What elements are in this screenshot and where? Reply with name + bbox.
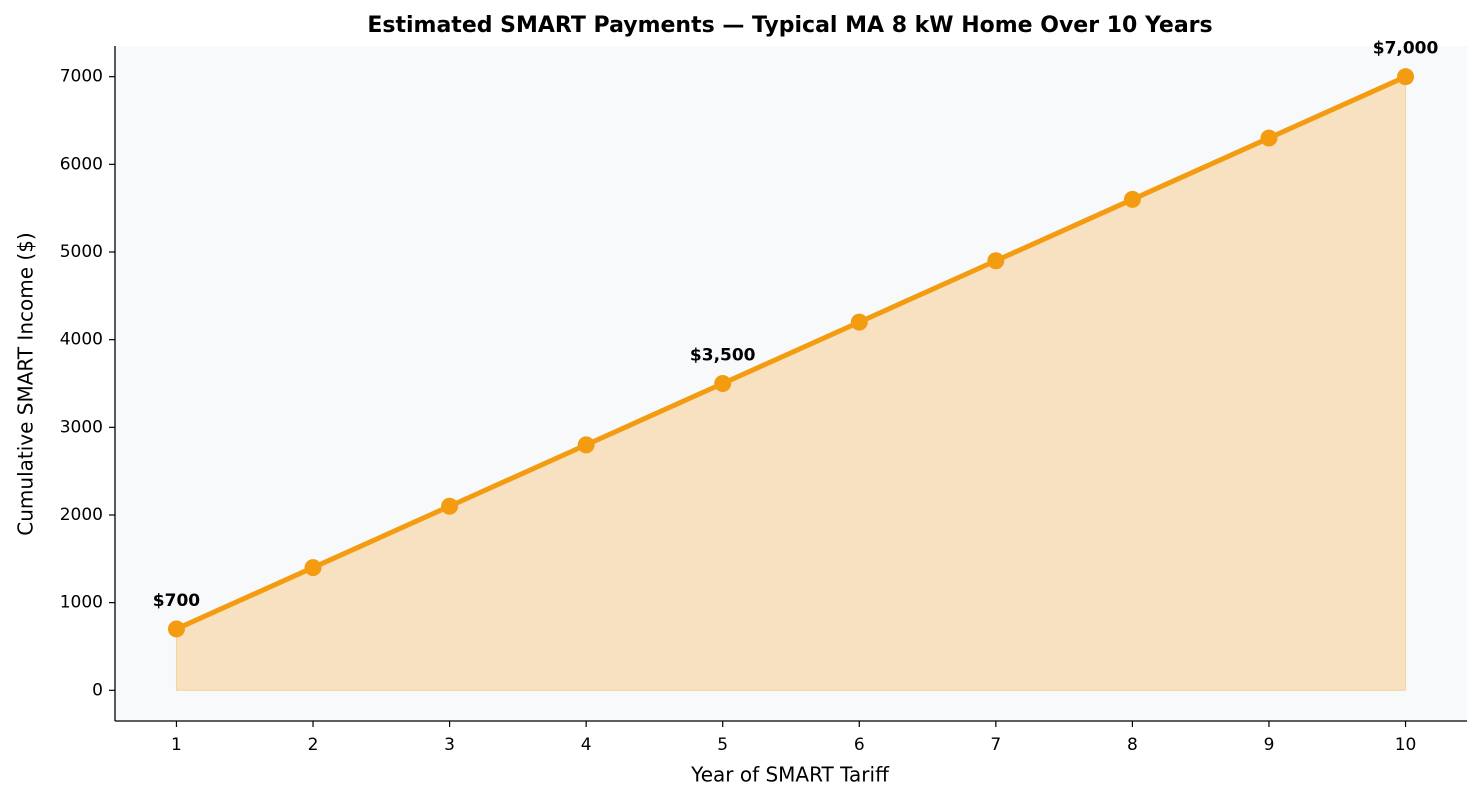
x-axis-label: Year of SMART Tariff	[690, 763, 890, 787]
y-axis-label: Cumulative SMART Income ($)	[14, 232, 38, 535]
x-tick-label: 4	[581, 735, 592, 755]
point	[577, 436, 595, 454]
x-tick-label: 6	[854, 735, 865, 755]
chart-title: Estimated SMART Payments — Typical MA 8 …	[367, 13, 1212, 38]
x-tick-label: 1	[171, 735, 182, 755]
y-tick-label: 2000	[60, 505, 103, 525]
line	[175, 74, 1407, 632]
point	[1260, 129, 1278, 147]
x-tick-label: 9	[1264, 735, 1275, 755]
point	[850, 313, 868, 331]
point	[1123, 190, 1141, 208]
x-tick-label: 7	[990, 735, 1001, 755]
y-tick-label: 1000	[60, 593, 103, 613]
y-tick-label: 0	[92, 680, 103, 700]
point	[304, 559, 322, 577]
data-label: $700	[153, 591, 200, 611]
data-label: $3,500	[690, 346, 756, 366]
x-tick-label: 10	[1395, 735, 1417, 755]
point	[167, 620, 185, 638]
point	[1397, 68, 1415, 86]
point	[987, 252, 1005, 270]
plot-background	[115, 46, 1467, 721]
y-tick-label: 7000	[60, 67, 103, 87]
x-tick-label: 8	[1127, 735, 1138, 755]
y-tick-label: 3000	[60, 417, 103, 437]
y-tick-label: 4000	[60, 330, 103, 350]
point	[441, 497, 459, 515]
x-tick-label: 3	[444, 735, 455, 755]
point	[714, 375, 732, 392]
x-tick-label: 5	[717, 735, 728, 755]
data-label: $7,000	[1373, 39, 1439, 59]
x-tick-label: 2	[308, 735, 319, 755]
y-tick-label: 5000	[60, 242, 103, 262]
y-tick-label: 6000	[60, 154, 103, 174]
